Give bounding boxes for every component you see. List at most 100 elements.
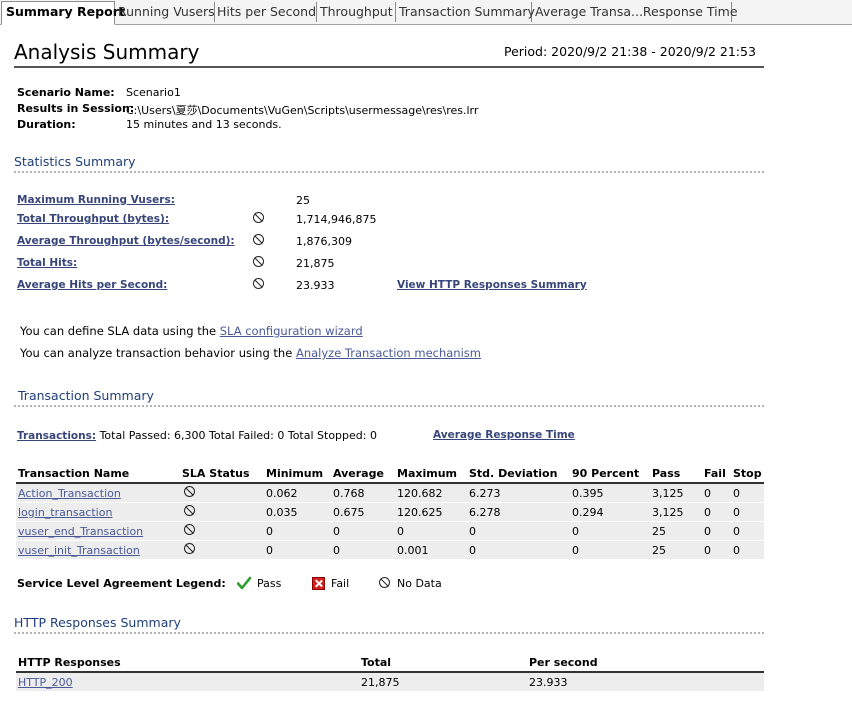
transactions-link[interactable]: Transactions: [17, 430, 97, 442]
max-running-vusers-value: 25 [296, 194, 310, 207]
http-table-header: HTTP Responses Total Per second [16, 654, 764, 673]
average-hits-per-second-link[interactable]: Average Hits per Second: [17, 279, 168, 291]
duration-label: Duration: [17, 118, 76, 131]
cell-maximum: 0.001 [395, 540, 467, 560]
table-row: Action_Transaction 0.062 0.768 120.682 6… [16, 483, 764, 503]
tab-running-vusers[interactable]: Running Vusers [114, 2, 215, 22]
cell-stop: 0 [731, 502, 764, 522]
cell-fail: 0 [702, 502, 731, 522]
no-data-icon [253, 212, 264, 223]
col-total: Total [359, 654, 527, 673]
legend-fail-label: Fail [331, 577, 350, 590]
sla-legend-label: Service Level Agreement Legend: [17, 577, 226, 590]
cell-fail: 0 [702, 540, 731, 560]
total-hits-value: 21,875 [296, 257, 335, 270]
view-http-responses-summary-link[interactable]: View HTTP Responses Summary [397, 279, 587, 291]
max-running-vusers-link[interactable]: Maximum Running Vusers: [17, 194, 175, 206]
cell-fail: 0 [702, 521, 731, 541]
statistics-summary-heading: Statistics Summary [14, 154, 136, 169]
cell-per-second: 23.933 [527, 672, 764, 691]
cell-stop: 0 [731, 483, 764, 503]
http-response-link[interactable]: HTTP_200 [18, 675, 73, 689]
sla-analyze-prefix: You can analyze transaction behavior usi… [20, 346, 296, 360]
sla-define-prefix: You can define SLA data using the [20, 324, 220, 338]
transaction-summary-heading: Transaction Summary [18, 388, 154, 403]
sla-configuration-wizard-link[interactable]: SLA configuration wizard [219, 324, 363, 338]
scenario-name-label: Scenario Name: [17, 86, 115, 99]
transaction-name-link[interactable]: vuser_end_Transaction [18, 524, 144, 538]
transaction-name-link[interactable]: vuser_init_Transaction [18, 543, 140, 557]
cell-total: 21,875 [359, 672, 527, 691]
no-data-icon [253, 278, 264, 289]
cell-average: 0 [331, 521, 395, 541]
tab-average-transaction-response-time[interactable]: Average Transa...Response Time [531, 2, 738, 22]
cell-90-percent: 0 [570, 521, 650, 541]
cell-fail: 0 [702, 483, 731, 503]
col-90-percent: 90 Percent [570, 465, 650, 484]
col-transaction-name: Transaction Name [16, 465, 180, 484]
cell-pass: 3,125 [650, 502, 702, 522]
table-row: login_transaction 0.035 0.675 120.625 6.… [16, 502, 764, 522]
cell-average: 0 [331, 540, 395, 560]
tab-hits-per-second[interactable]: Hits per Second [213, 2, 317, 22]
cell-90-percent: 0.395 [570, 483, 650, 503]
cell-minimum: 0 [264, 540, 331, 560]
average-response-time-link[interactable]: Average Response Time [433, 429, 575, 441]
transactions-totals: Total Passed: 6,300 Total Failed: 0 Tota… [96, 429, 377, 442]
fail-x-icon [312, 577, 325, 590]
tab-summary-report[interactable]: Summary Report [1, 1, 125, 25]
sla-analyze-text: You can analyze transaction behavior usi… [20, 346, 481, 360]
cell-stop: 0 [731, 540, 764, 560]
sla-define-text: You can define SLA data using the SLA co… [20, 324, 363, 338]
no-data-icon [184, 524, 195, 535]
duration-value: 15 minutes and 13 seconds. [126, 118, 282, 131]
transaction-name-link[interactable]: Action_Transaction [18, 486, 121, 500]
cell-average: 0.675 [331, 502, 395, 522]
cell-pass: 25 [650, 540, 702, 560]
col-average: Average [331, 465, 395, 484]
cell-minimum: 0.062 [264, 483, 331, 503]
no-data-icon [184, 486, 195, 497]
col-stop: Stop [731, 465, 764, 484]
tab-transaction-summary[interactable]: Transaction Summary [395, 2, 535, 22]
col-minimum: Minimum [264, 465, 331, 484]
legend-no-data-label: No Data [397, 577, 442, 590]
col-sla-status: SLA Status [180, 465, 264, 484]
table-row: vuser_init_Transaction 0 0 0.001 0 0 25 … [16, 540, 764, 560]
http-divider [14, 632, 764, 634]
results-path: C:\Users\夏莎\Documents\VuGen\Scripts\user… [126, 104, 479, 117]
col-fail: Fail [702, 465, 731, 484]
cell-pass: 3,125 [650, 483, 702, 503]
total-throughput-link[interactable]: Total Throughput (bytes): [17, 213, 170, 225]
cell-std-deviation: 6.278 [467, 502, 570, 522]
transactions-totals-line: Transactions: Total Passed: 6,300 Total … [17, 429, 377, 442]
average-throughput-link[interactable]: Average Throughput (bytes/second): [17, 235, 235, 247]
cell-stop: 0 [731, 521, 764, 541]
tab-throughput[interactable]: Throughput [316, 2, 396, 22]
analyze-transaction-mechanism-link[interactable]: Analyze Transaction mechanism [295, 346, 481, 360]
average-hits-per-second-value: 23.933 [296, 279, 335, 292]
cell-maximum: 0 [395, 521, 467, 541]
no-data-icon [379, 577, 390, 588]
cell-std-deviation: 0 [467, 521, 570, 541]
no-data-icon [184, 505, 195, 516]
cell-maximum: 120.682 [395, 483, 467, 503]
total-hits-link[interactable]: Total Hits: [17, 257, 78, 269]
scenario-name-value: Scenario1 [126, 86, 181, 99]
transaction-name-link[interactable]: login_transaction [18, 505, 113, 519]
transaction-table-header: Transaction Name SLA Status Minimum Aver… [16, 465, 764, 484]
transaction-divider [14, 405, 764, 407]
page-title: Analysis Summary [14, 40, 200, 64]
no-data-icon [253, 256, 264, 267]
col-pass: Pass [650, 465, 702, 484]
no-data-icon [253, 234, 264, 245]
cell-minimum: 0 [264, 521, 331, 541]
col-std-deviation: Std. Deviation [467, 465, 570, 484]
table-row: HTTP_200 21,875 23.933 [16, 672, 764, 691]
cell-90-percent: 0.294 [570, 502, 650, 522]
cell-pass: 25 [650, 521, 702, 541]
cell-90-percent: 0 [570, 540, 650, 560]
cell-std-deviation: 0 [467, 540, 570, 560]
legend-pass-label: Pass [257, 577, 282, 590]
http-responses-summary-heading: HTTP Responses Summary [14, 615, 181, 630]
